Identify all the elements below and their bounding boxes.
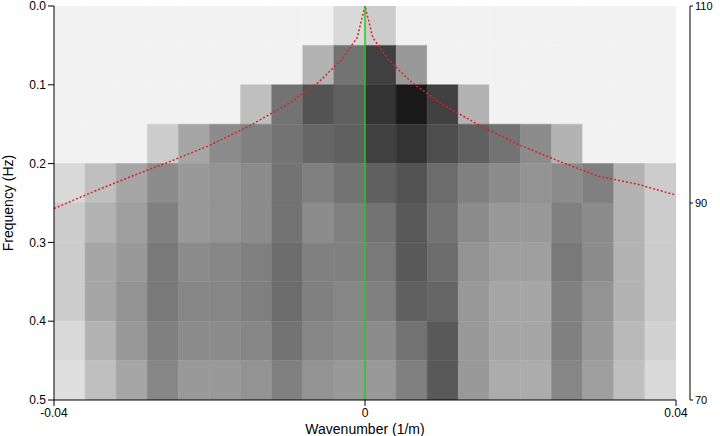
svg-text:110: 110 (695, 0, 713, 12)
svg-text:0.04: 0.04 (664, 406, 688, 420)
svg-text:0.2: 0.2 (29, 157, 46, 171)
svg-text:0.3: 0.3 (29, 236, 46, 250)
svg-text:0.5: 0.5 (29, 393, 46, 407)
svg-text:90: 90 (695, 197, 707, 209)
svg-text:70: 70 (695, 394, 707, 406)
svg-text:0: 0 (362, 406, 369, 420)
svg-text:Frequency (Hz): Frequency (Hz) (0, 155, 16, 251)
svg-text:0.1: 0.1 (29, 78, 46, 92)
svg-text:0.0: 0.0 (29, 0, 46, 13)
svg-text:-0.04: -0.04 (40, 406, 68, 420)
svg-text:0.4: 0.4 (29, 314, 46, 328)
svg-text:Wavenumber (1/m): Wavenumber (1/m) (305, 421, 424, 436)
